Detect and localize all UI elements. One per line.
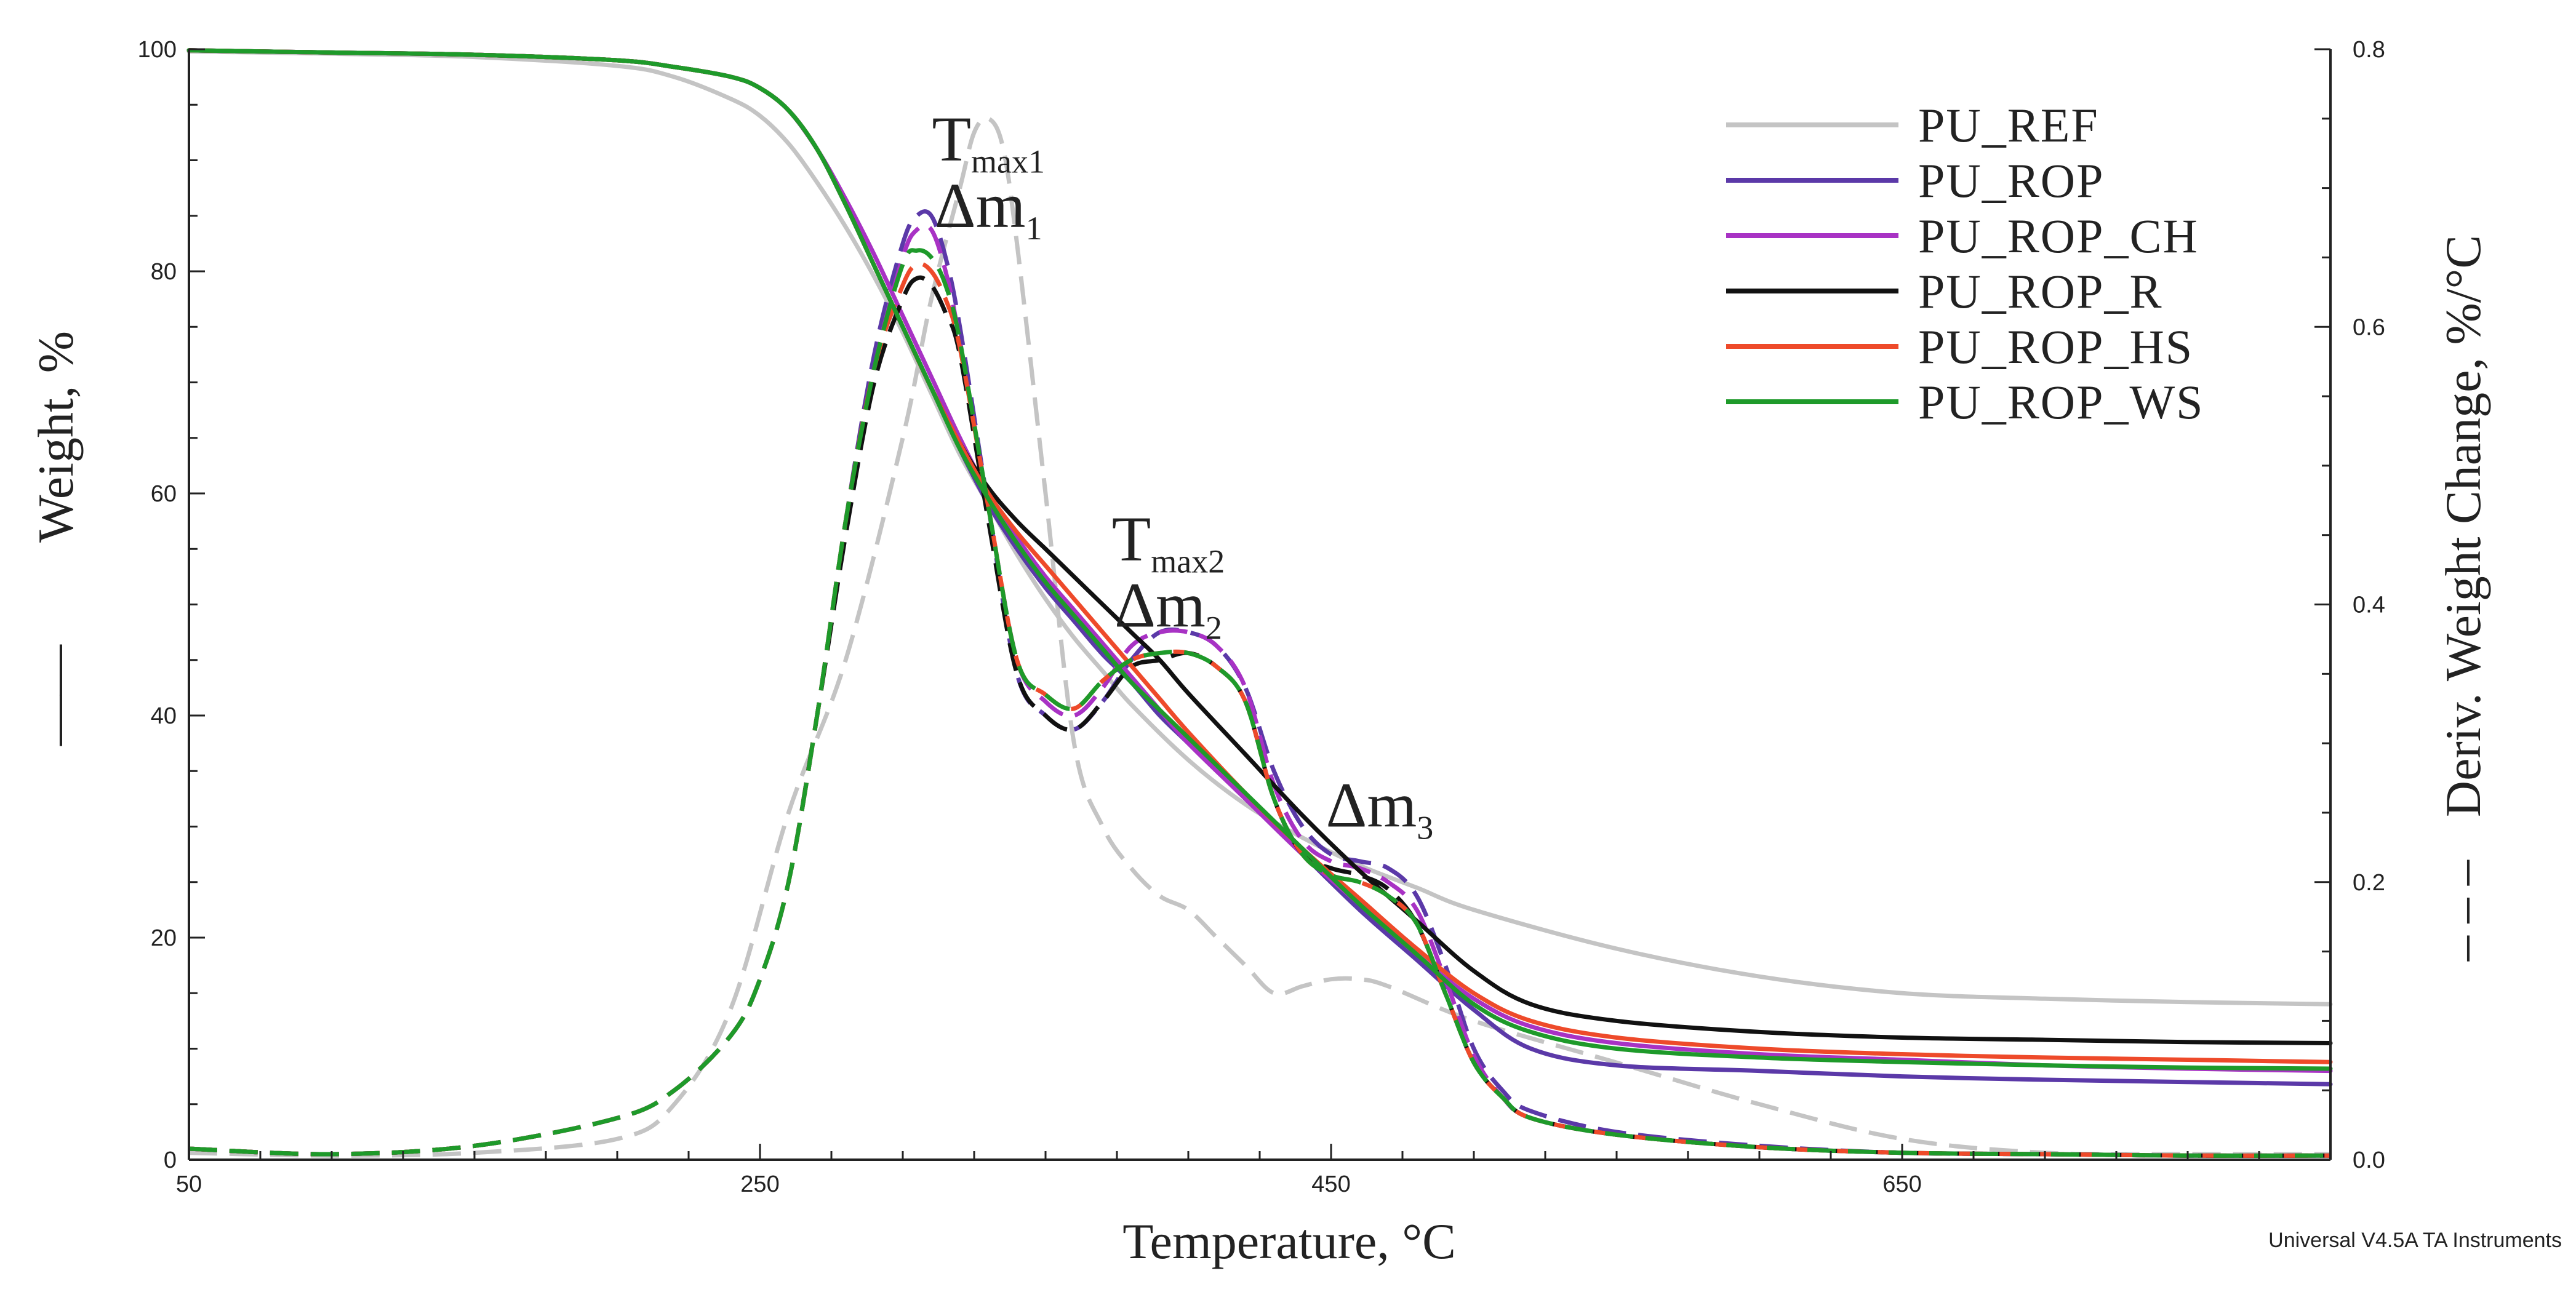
tick-layer: 50 250 450 650 0 20 40 60 80 100 0.0 0.2 0.4 0.6 0.8 — [138, 37, 2385, 1197]
peak-annotation: Tmax2 — [1112, 503, 1225, 580]
y2-axis-title-group: – – – Deriv. Weight Change, %/°C — [2435, 235, 2491, 962]
peak-annotation: Δm1 — [935, 170, 1042, 247]
y-tick-label: 80 — [151, 259, 177, 285]
y-axis-title-group: —— Weight, % — [28, 331, 84, 746]
x-tick-label: 650 — [1882, 1171, 1921, 1197]
y-axis-title: Weight, % — [28, 331, 84, 543]
weight-curve-pu-rop-ws — [186, 48, 2333, 1071]
y-tick-label: 20 — [151, 925, 177, 951]
peak-annotation: Tmax1 — [932, 104, 1045, 180]
legend-label-pu-rop-hs: PU_ROP_HS — [1918, 320, 2193, 373]
x-tick-label: 250 — [740, 1171, 779, 1197]
deriv-curve-pu-rop-hs — [188, 261, 2331, 1158]
y2-axis-title-marker: – – – — [2435, 859, 2491, 962]
deriv-curve-pu-ref — [188, 116, 2331, 1158]
y-tick-label: 0 — [164, 1147, 177, 1173]
legend-label-pu-rop-r: PU_ROP_R — [1918, 265, 2162, 318]
deriv-curve-pu-rop-ws — [188, 248, 2331, 1158]
peak-annotation: Δm3 — [1326, 770, 1433, 847]
peak-annotation: Δm2 — [1114, 570, 1222, 647]
y-tick-label: 100 — [138, 37, 177, 63]
x-axis-title: Temperature, °C — [1122, 1213, 1456, 1269]
legend-label-pu-rop-ws: PU_ROP_WS — [1918, 375, 2204, 429]
y2-tick-label: 0.2 — [2353, 870, 2385, 896]
deriv-curve-pu-rop — [188, 209, 2331, 1158]
y2-tick-label: 0.0 — [2353, 1147, 2385, 1173]
y2-axis-title: Deriv. Weight Change, %/°C — [2435, 235, 2491, 817]
legend: PU_REFPU_ROPPU_ROP_CHPU_ROP_RPU_ROP_HSPU… — [1726, 98, 2204, 429]
legend-label-pu-ref: PU_REF — [1918, 98, 2099, 152]
legend-label-pu-rop-ch: PU_ROP_CH — [1918, 209, 2199, 263]
y-tick-label: 40 — [151, 703, 177, 729]
y-axis-title-marker: —— — [28, 644, 84, 746]
y2-tick-label: 0.4 — [2353, 592, 2385, 618]
y2-tick-label: 0.6 — [2353, 314, 2385, 340]
x-tick-label: 450 — [1311, 1171, 1350, 1197]
x-tick-label: 50 — [176, 1171, 202, 1197]
legend-label-pu-rop: PU_ROP — [1918, 154, 2104, 207]
y2-tick-label: 0.8 — [2353, 37, 2385, 63]
curve-layer — [186, 48, 2333, 1158]
y-tick-label: 60 — [151, 481, 177, 507]
instrument-footer: Universal V4.5A TA Instruments — [2268, 1229, 2562, 1252]
